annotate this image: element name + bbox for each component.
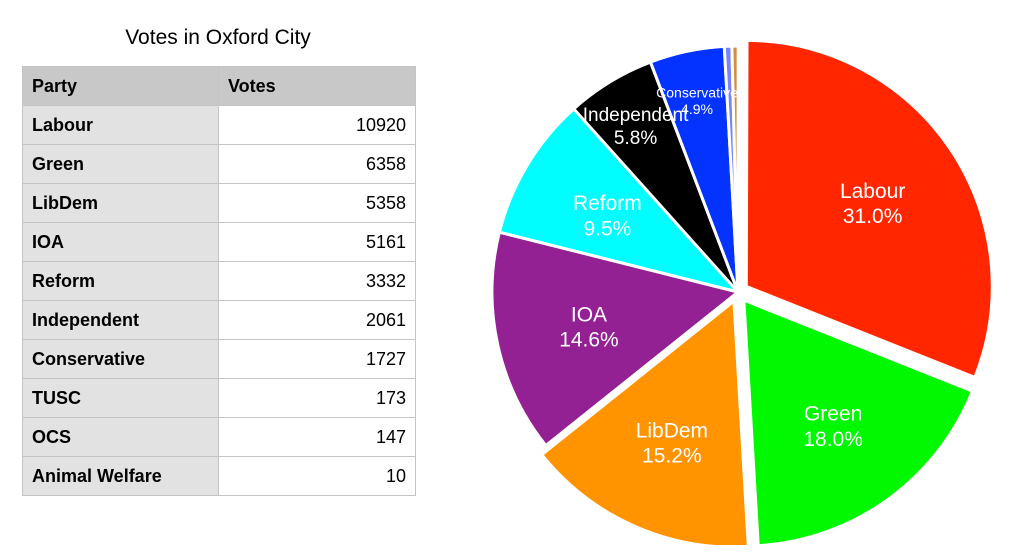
slice-percent-label: 31.0% — [843, 205, 903, 228]
table-row: Independent 2061 — [22, 300, 416, 340]
party-cell: Labour — [22, 105, 219, 145]
party-cell: IOA — [22, 222, 219, 262]
party-cell: Animal Welfare — [22, 456, 219, 496]
slice-name-label: Green — [804, 403, 862, 426]
party-cell: TUSC — [22, 378, 219, 418]
table-header-row: Party Votes — [22, 66, 416, 106]
party-cell: Conservative — [22, 339, 219, 379]
party-cell: Independent — [22, 300, 219, 340]
pie-slice-animal-welfare — [736, 44, 741, 294]
table-row: Conservative 1727 — [22, 339, 416, 379]
table-row: Green 6358 — [22, 144, 416, 184]
pie-slice-green — [742, 298, 974, 545]
table-row: TUSC 173 — [22, 378, 416, 418]
votes-cell: 147 — [218, 417, 416, 457]
votes-cell: 173 — [218, 378, 416, 418]
slice-percent-label: 14.6% — [559, 328, 619, 351]
votes-cell: 2061 — [218, 300, 416, 340]
votes-cell: 5161 — [218, 222, 416, 262]
table-row: Reform 3332 — [22, 261, 416, 301]
table-row: LibDem 5358 — [22, 183, 416, 223]
table-row: IOA 5161 — [22, 222, 416, 262]
slice-name-label: Independent — [583, 105, 689, 126]
table-row: OCS 147 — [22, 417, 416, 457]
party-cell: Green — [22, 144, 219, 184]
votes-cell: 10920 — [218, 105, 416, 145]
party-cell: LibDem — [22, 183, 219, 223]
votes-cell: 10 — [218, 456, 416, 496]
slice-name-label: IOA — [571, 303, 607, 326]
table-title: Votes in Oxford City — [125, 26, 311, 49]
pie-slice-ioa — [490, 230, 740, 448]
votes-cell: 3332 — [218, 261, 416, 301]
slice-percent-label: 18.0% — [803, 428, 863, 451]
party-cell: OCS — [22, 417, 219, 457]
votes-cell: 6358 — [218, 144, 416, 184]
pie-slice-reform — [497, 107, 740, 294]
slice-name-label: LibDem — [636, 419, 708, 442]
votes-cell: 5358 — [218, 183, 416, 223]
slice-name-label: Labour — [840, 180, 905, 203]
pie-slice-libdem — [540, 299, 750, 545]
table-row: Animal Welfare 10 — [22, 456, 416, 496]
slice-name-label: Reform — [573, 192, 642, 215]
slice-percent-label: 5.8% — [614, 128, 657, 149]
table-row: Labour 10920 — [22, 105, 416, 145]
votes-cell: 1727 — [218, 339, 416, 379]
votes-table: Party Votes Labour 10920 Green 6358 LibDem 53… — [22, 66, 416, 496]
column-header-votes: Votes — [218, 66, 416, 106]
pie-slices — [490, 38, 994, 545]
slice-percent-label: 9.5% — [583, 217, 631, 240]
pie-slice-labour — [744, 38, 994, 379]
table-body: Labour 10920 Green 6358 LibDem 5358 IOA 5161 Ref… — [22, 105, 416, 496]
party-cell: Reform — [22, 261, 219, 301]
column-header-party: Party — [22, 66, 219, 106]
slice-percent-label: 15.2% — [642, 445, 702, 468]
slice-percent-label: 4.9% — [681, 101, 713, 117]
slice-name-label: Conservative — [656, 84, 738, 100]
